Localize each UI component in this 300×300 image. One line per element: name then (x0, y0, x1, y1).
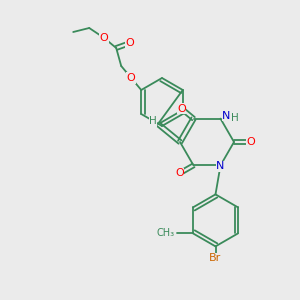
Text: O: O (247, 137, 255, 147)
Text: H: H (231, 112, 239, 123)
Text: O: O (126, 38, 135, 48)
Text: CH₃: CH₃ (157, 228, 175, 239)
Text: O: O (177, 103, 186, 114)
Text: N: N (216, 161, 225, 171)
Text: O: O (127, 73, 136, 83)
Text: H: H (149, 116, 157, 126)
Text: O: O (100, 33, 109, 43)
Text: O: O (175, 168, 184, 178)
Text: Br: Br (209, 254, 222, 263)
Text: N: N (222, 111, 231, 121)
